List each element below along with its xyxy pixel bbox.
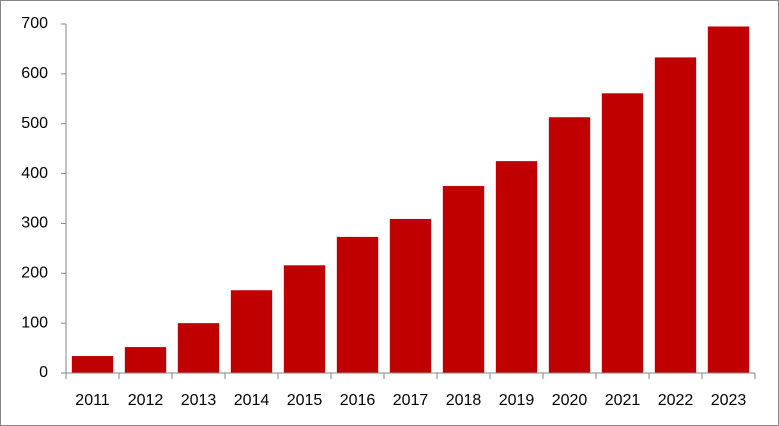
x-tick-label: 2011: [75, 392, 110, 409]
x-tick-label: 2015: [287, 392, 323, 409]
bar: [707, 26, 750, 373]
y-tick-label: 0: [39, 364, 48, 381]
x-tick-label: 2017: [393, 392, 429, 409]
x-tick-label: 2013: [181, 392, 217, 409]
bar: [442, 186, 485, 373]
x-tick-label: 2020: [552, 392, 588, 409]
x-tick-label: 2021: [605, 392, 641, 409]
bar: [230, 290, 273, 373]
bar: [124, 347, 167, 373]
y-tick-label: 100: [21, 314, 48, 331]
x-tick-label: 2012: [128, 392, 164, 409]
x-tick-label: 2014: [234, 392, 270, 409]
bar: [283, 265, 326, 373]
bar: [495, 161, 538, 373]
bar: [71, 356, 114, 373]
y-tick-label: 300: [21, 215, 48, 232]
bar: [601, 93, 644, 374]
bar: [548, 117, 591, 374]
y-tick-label: 400: [21, 165, 48, 182]
bar: [177, 323, 220, 373]
bar: [654, 57, 697, 373]
x-tick-label: 2016: [340, 392, 376, 409]
y-tick-label: 700: [21, 15, 48, 32]
y-tick-label: 500: [21, 115, 48, 132]
x-tick-label: 2022: [658, 392, 694, 409]
x-tick-label: 2023: [711, 392, 747, 409]
x-tick-label: 2019: [499, 392, 535, 409]
y-tick-label: 600: [21, 65, 48, 82]
y-tick-label: 200: [21, 265, 48, 282]
bar: [336, 236, 379, 373]
bar: [389, 218, 432, 373]
x-tick-label: 2018: [446, 392, 482, 409]
